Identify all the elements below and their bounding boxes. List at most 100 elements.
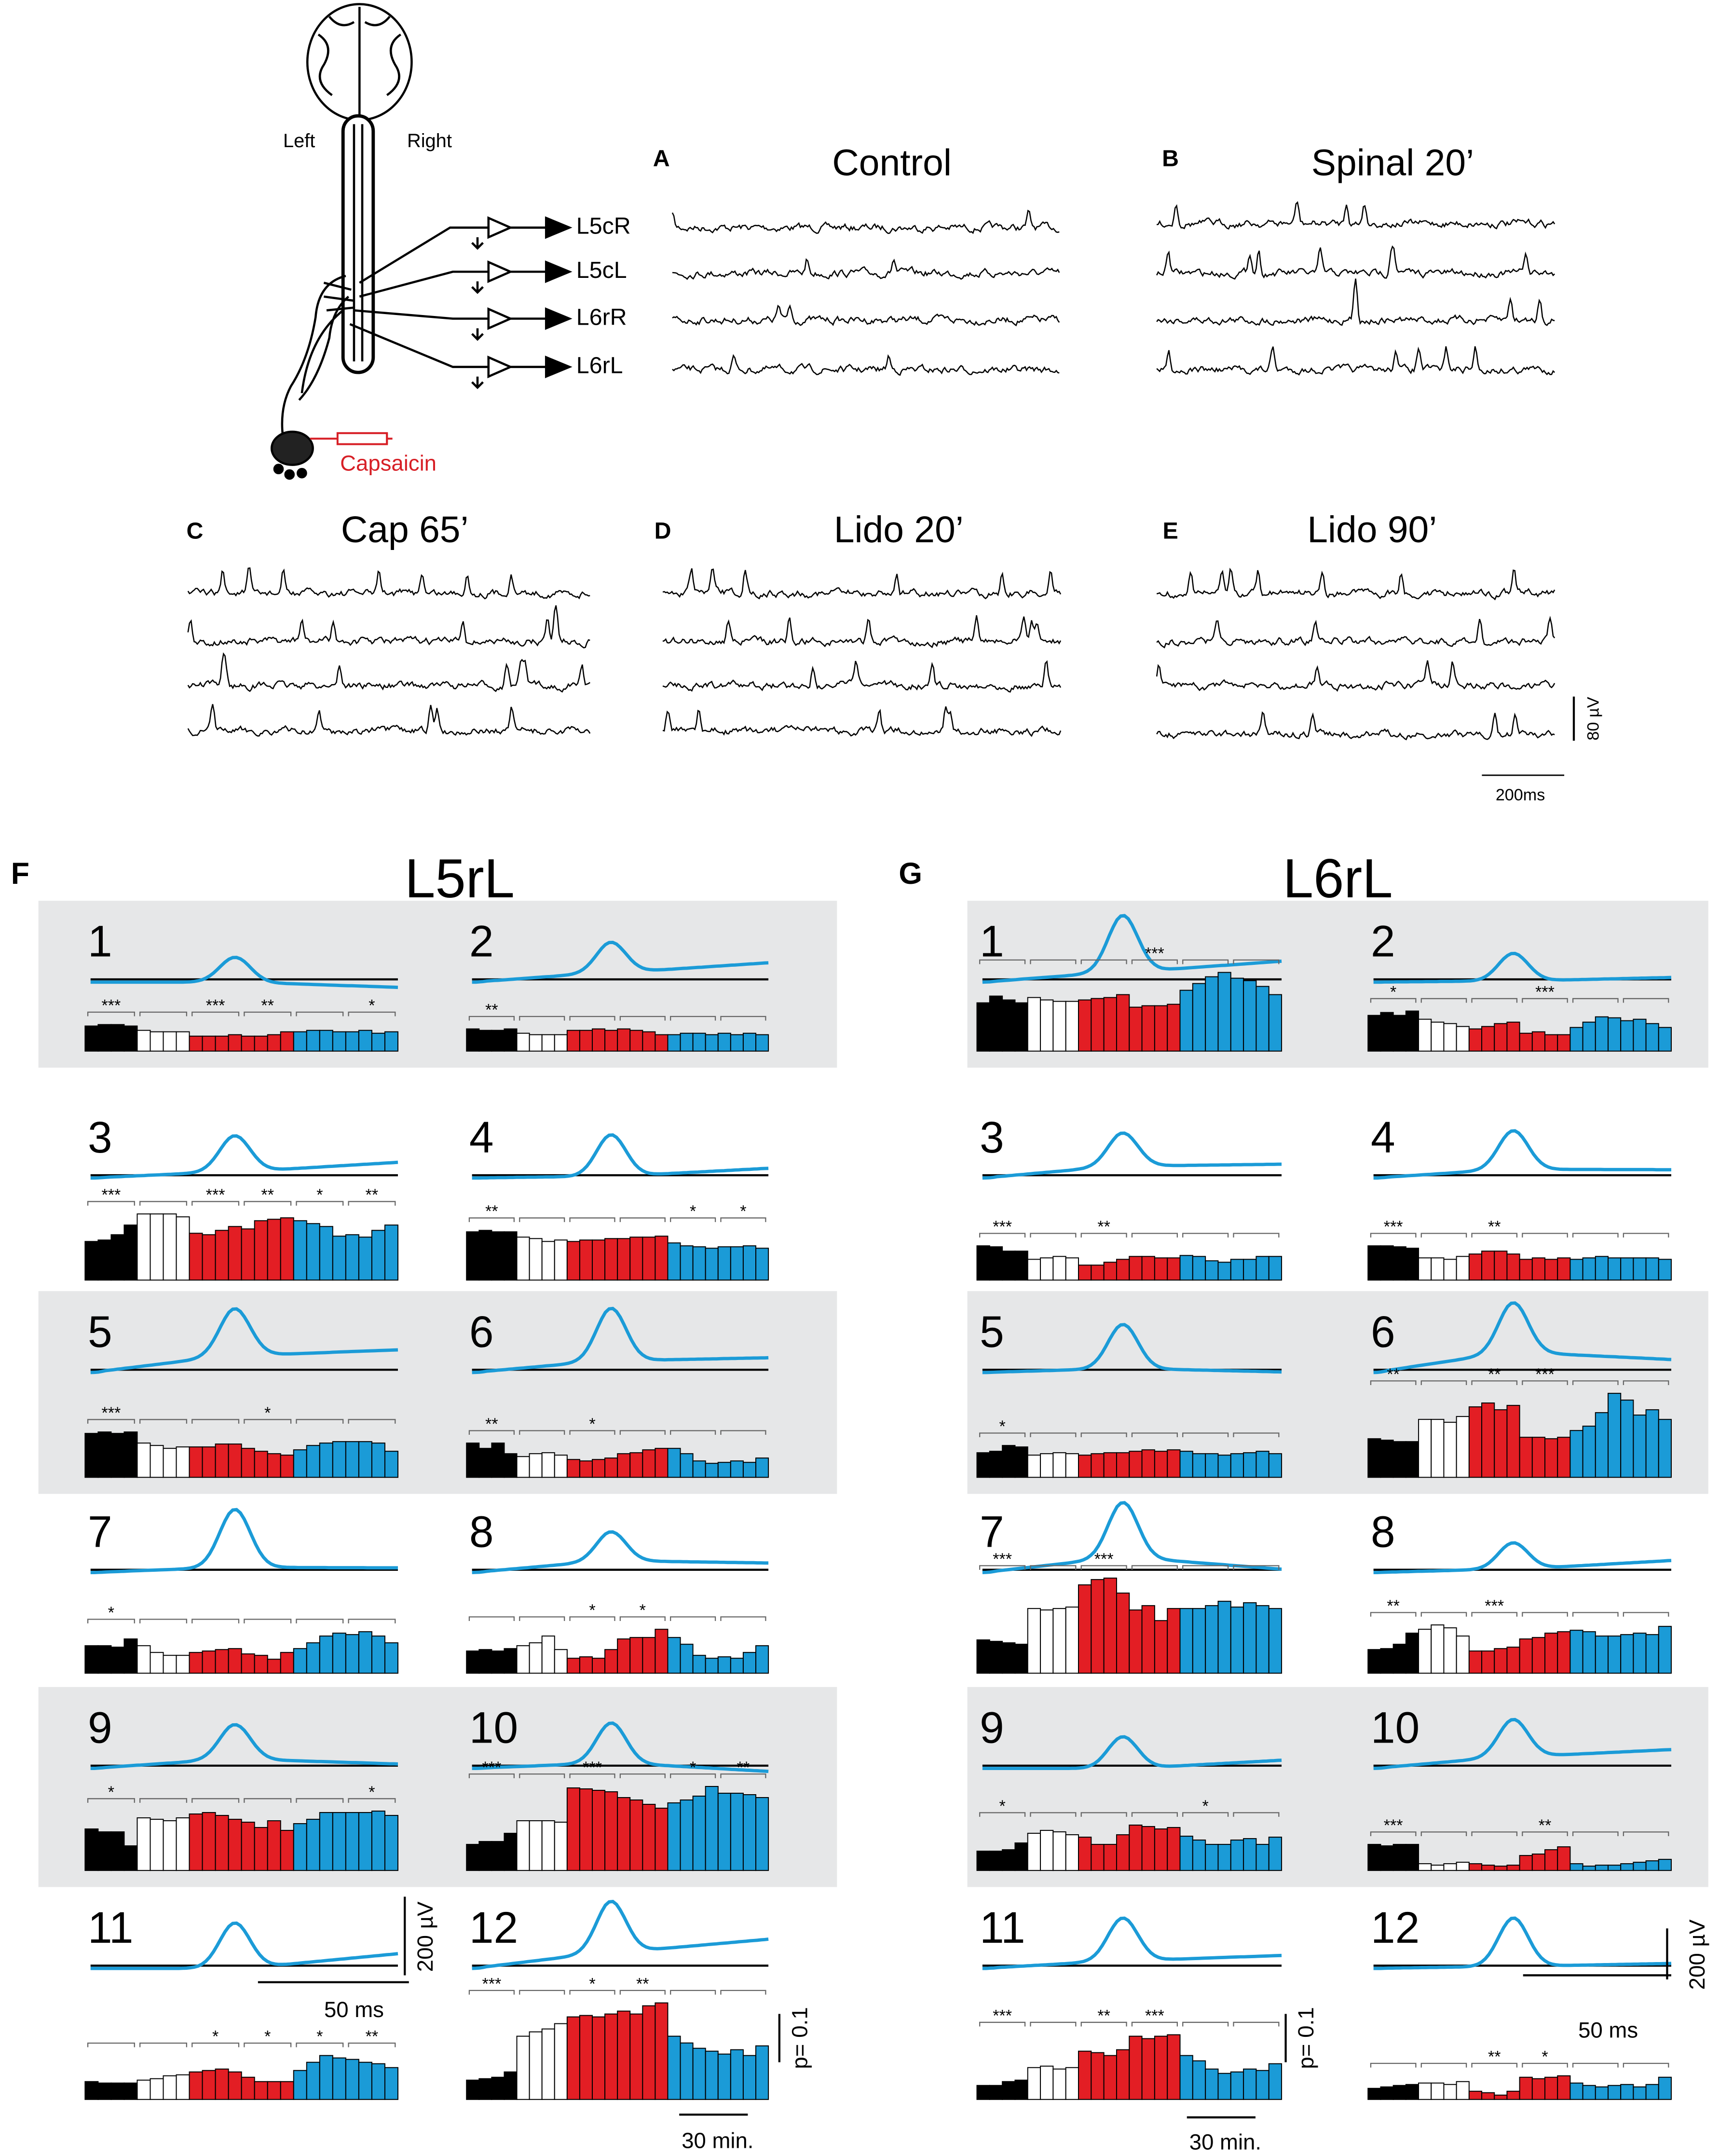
comparison-bracket — [1370, 2062, 1417, 2068]
bar — [1405, 2084, 1419, 2100]
panel-number: 10 — [469, 1703, 518, 1752]
bar — [667, 2035, 681, 2100]
bar — [1608, 1257, 1622, 1281]
bar — [989, 1246, 1003, 1281]
rat-schematic — [270, 3, 413, 480]
bar — [478, 2078, 492, 2100]
bar — [1506, 1253, 1520, 1281]
bar — [1582, 1257, 1596, 1281]
significance-stars: *** — [102, 1404, 121, 1422]
bar — [1658, 2076, 1672, 2100]
bar — [667, 1448, 681, 1478]
bar — [680, 2042, 694, 2100]
bar — [1633, 1633, 1647, 1674]
bar — [742, 2055, 757, 2100]
bar — [516, 2035, 530, 2100]
comparison-bracket — [244, 1201, 292, 1206]
bar — [1078, 1264, 1092, 1281]
panel-number: 11 — [980, 1903, 1025, 1952]
bar — [1078, 1837, 1092, 1871]
bar — [629, 1799, 643, 1871]
significance-stars: *** — [1485, 1597, 1504, 1615]
bar — [189, 1233, 203, 1281]
eeg-trace — [1156, 616, 1556, 649]
comparison-bracket — [619, 1773, 666, 1778]
comparison-bracket — [1131, 1565, 1178, 1570]
bar — [1569, 2082, 1583, 2100]
eeg-trace — [672, 354, 1060, 376]
bar — [1582, 1426, 1596, 1478]
comparison-bracket — [348, 1419, 396, 1424]
bar — [215, 1230, 229, 1281]
bar — [491, 1442, 505, 1478]
bin-scale-label: 30 min. — [1189, 2129, 1261, 2154]
comparison-bracket — [468, 1217, 515, 1222]
significance-stars: * — [264, 1404, 271, 1422]
bar — [755, 2045, 769, 2100]
bar — [504, 1648, 518, 1674]
bar — [1392, 1441, 1406, 1478]
significance-stars: * — [1542, 2048, 1548, 2066]
bar — [1129, 1451, 1143, 1478]
bar — [1243, 1452, 1257, 1478]
bar — [1014, 1446, 1028, 1478]
comparison-bracket — [348, 1011, 396, 1016]
bar — [1531, 1854, 1546, 1871]
bar — [680, 1644, 694, 1674]
significance-stars: * — [212, 2028, 218, 2046]
bar — [97, 1431, 112, 1478]
bar — [554, 1649, 568, 1674]
significance-stars: ** — [636, 1975, 649, 1993]
bar — [241, 2076, 255, 2100]
comparison-bracket — [1182, 1812, 1229, 1817]
bar — [604, 1238, 618, 1281]
bar — [97, 1831, 112, 1871]
bar — [1620, 1257, 1634, 1281]
bar — [97, 2082, 112, 2100]
bar — [554, 1455, 568, 1478]
bar — [1065, 2067, 1079, 2100]
bar — [150, 2078, 164, 2100]
bar — [629, 1452, 643, 1478]
eeg-trace — [662, 568, 1062, 600]
eeg-trace — [672, 258, 1060, 280]
evoked-response — [982, 1323, 1282, 1374]
bar — [1519, 1259, 1533, 1281]
evoked-response — [90, 1723, 398, 1770]
bar — [1582, 1631, 1596, 1674]
bar — [1506, 1865, 1520, 1871]
comparison-bracket — [468, 1016, 515, 1021]
comparison-bracket — [1623, 1233, 1669, 1238]
bar — [705, 2050, 719, 2100]
bar — [189, 1813, 203, 1871]
bar — [215, 1815, 229, 1871]
comparison-bracket — [468, 1430, 515, 1435]
comparison-bracket — [1572, 1380, 1619, 1385]
comparison-bracket — [1233, 1565, 1280, 1570]
bar — [110, 1024, 125, 1052]
bar — [680, 1453, 694, 1478]
bar — [1367, 1245, 1381, 1281]
bar — [1192, 1840, 1206, 1871]
bar — [163, 1655, 177, 1674]
bar — [742, 1032, 757, 1052]
bar — [1481, 1026, 1495, 1052]
bar — [1154, 1828, 1168, 1871]
bar — [1179, 1608, 1193, 1674]
bar — [136, 1645, 151, 1674]
bar — [1506, 1021, 1520, 1052]
bar — [642, 1031, 656, 1052]
comparison-bracket — [1471, 1233, 1518, 1238]
bar — [642, 1236, 656, 1281]
eeg-trace — [1156, 346, 1556, 376]
bar — [189, 2071, 203, 2100]
bar — [280, 2081, 294, 2100]
bar — [1456, 2081, 1470, 2100]
bar — [97, 1024, 112, 1052]
bar — [478, 1841, 492, 1871]
panel-number: 9 — [980, 1703, 1004, 1752]
bar — [1040, 1257, 1054, 1281]
bar — [163, 1820, 177, 1871]
comparison-bracket — [1030, 2021, 1077, 2027]
bar — [579, 1788, 593, 1871]
